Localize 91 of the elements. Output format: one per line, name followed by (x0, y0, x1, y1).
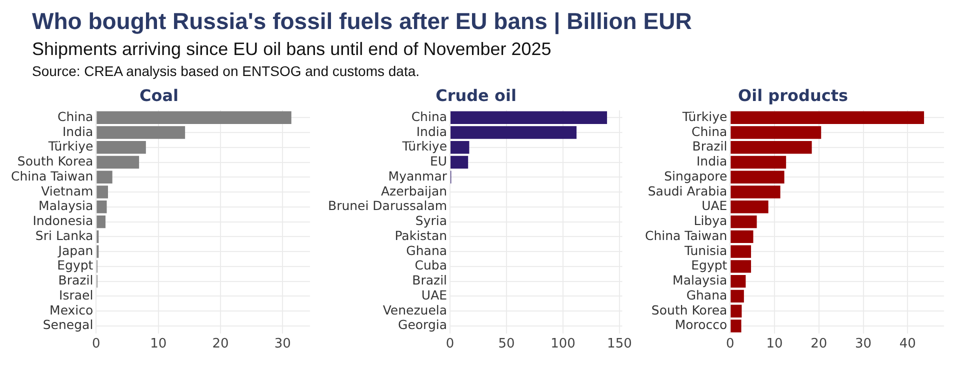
y-tick-label: China (57, 108, 94, 124)
y-tick-label: Mexico (50, 302, 94, 318)
y-tick-label: Singapore (664, 168, 728, 184)
bar (96, 215, 106, 228)
y-tick-label: Brazil (412, 272, 448, 288)
y-tick-label: Myanmar (388, 168, 448, 184)
bar (730, 320, 742, 332)
y-tick-label: Japan (57, 242, 94, 258)
y-tick-label: China (691, 124, 728, 139)
x-tick-label: 10 (766, 336, 783, 352)
x-tick-label: 0 (446, 336, 454, 352)
y-tick-label: Ghana (406, 242, 448, 258)
y-tick-label: Malaysia (672, 272, 728, 288)
y-tick-label: Azerbaijan (380, 183, 448, 198)
bar (730, 215, 757, 228)
y-tick-label: UAE (421, 287, 448, 302)
y-tick-label: China (411, 108, 448, 124)
bar (730, 304, 742, 318)
bar (450, 141, 470, 154)
bar (730, 111, 924, 124)
y-tick-label: Vietnam (41, 183, 94, 198)
x-tick-label: 10 (150, 336, 167, 352)
x-tick-label: 100 (550, 336, 576, 352)
bar (730, 200, 768, 214)
chart-title: Oil products (738, 86, 848, 105)
bar (96, 156, 140, 169)
bar (730, 260, 752, 273)
y-tick-label: India (416, 124, 448, 139)
x-tick-label: 30 (854, 336, 872, 352)
y-tick-label: Syria (415, 213, 448, 228)
y-tick-label: Türkiye (681, 108, 728, 124)
bar (730, 186, 780, 198)
bar (96, 186, 108, 198)
x-tick-label: 20 (810, 336, 828, 352)
bar (450, 156, 468, 169)
bar (450, 111, 608, 124)
y-tick-label: Libya (694, 213, 728, 228)
y-tick-label: Egypt (691, 258, 728, 273)
y-tick-label: China Taiwan (644, 228, 728, 243)
y-tick-label: Brunei Darussalam (328, 198, 448, 214)
y-tick-label: UAE (702, 198, 728, 214)
bar (730, 141, 812, 154)
y-tick-label: Saudi Arabia (648, 183, 728, 198)
bar (96, 170, 112, 184)
bar (96, 126, 186, 139)
x-tick-label: 0 (92, 336, 100, 352)
y-tick-label: Tunisia (683, 242, 728, 258)
x-tick-label: 0 (726, 336, 734, 352)
y-tick-label: South Korea (17, 154, 94, 169)
bar (450, 126, 577, 139)
y-tick-label: Türkiye (47, 138, 94, 154)
bar (96, 111, 292, 124)
chart-title: Crude oil (436, 86, 516, 105)
bar (730, 290, 744, 303)
x-tick-label: 20 (212, 336, 229, 352)
y-tick-label: Egypt (57, 258, 94, 273)
y-tick-label: Pakistan (394, 228, 448, 243)
bar (730, 274, 746, 288)
x-tick-label: 30 (274, 336, 291, 352)
y-tick-label: Indonesia (32, 213, 94, 228)
bar (730, 230, 754, 244)
y-tick-label: EU (430, 154, 448, 169)
y-tick-label: India (696, 154, 728, 169)
y-tick-label: Brazil (58, 272, 94, 288)
y-tick-label: Morocco (674, 317, 728, 332)
y-tick-label: Malaysia (38, 198, 94, 214)
x-tick-label: 50 (498, 336, 515, 352)
bar (96, 200, 107, 214)
bar (730, 245, 752, 258)
x-tick-label: 40 (899, 336, 916, 352)
y-tick-label: South Korea (651, 302, 728, 318)
y-tick-label: India (62, 124, 94, 139)
bar (730, 156, 786, 169)
bar (96, 141, 146, 154)
y-tick-label: Brazil (692, 138, 728, 154)
y-tick-label: Georgia (398, 317, 448, 332)
y-tick-label: Israel (59, 287, 94, 302)
x-tick-label: 150 (607, 336, 632, 352)
bar (730, 170, 784, 184)
y-tick-label: Türkiye (401, 138, 448, 154)
bar (730, 126, 822, 139)
y-tick-label: Sri Lanka (35, 228, 94, 243)
text: Who bought Russia's fossil fuels after EU bans | Billion EUR (32, 8, 693, 35)
y-tick-label: Senegal (42, 317, 94, 332)
chart-title: Coal (139, 86, 179, 105)
y-tick-label: Venezuela (382, 302, 448, 318)
y-tick-label: Cuba (414, 258, 448, 273)
source-note: Source: CREA analysis based on ENTSOG and customs data. (32, 63, 421, 79)
text: Shipments arriving since EU oil bans until end of November 2025 (32, 39, 552, 60)
y-tick-label: Ghana (686, 287, 728, 302)
y-tick-label: China Taiwan (10, 168, 94, 184)
